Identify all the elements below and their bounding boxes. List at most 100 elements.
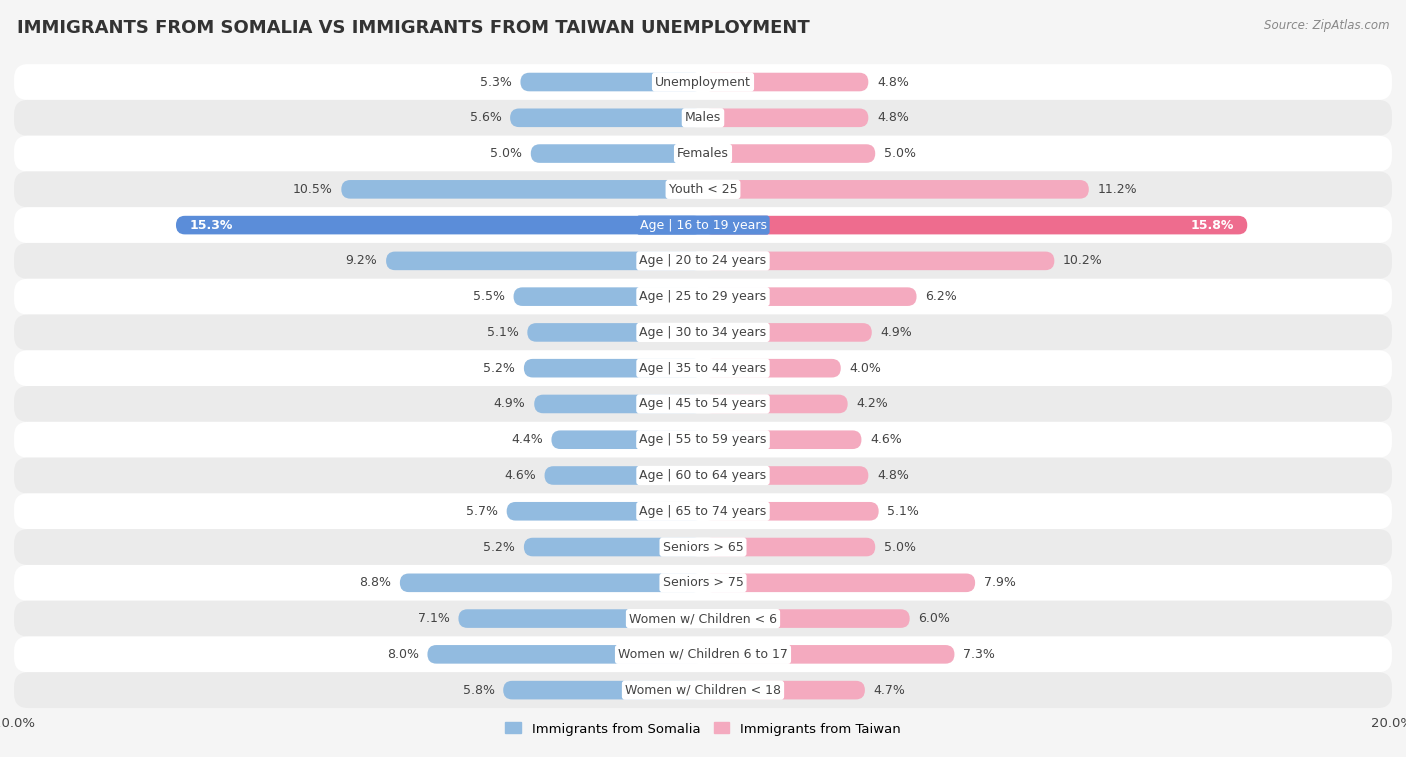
Text: Women w/ Children 6 to 17: Women w/ Children 6 to 17 — [619, 648, 787, 661]
FancyBboxPatch shape — [14, 171, 1392, 207]
Text: 5.3%: 5.3% — [479, 76, 512, 89]
Text: Age | 55 to 59 years: Age | 55 to 59 years — [640, 433, 766, 446]
Text: Age | 25 to 29 years: Age | 25 to 29 years — [640, 290, 766, 303]
FancyBboxPatch shape — [399, 574, 703, 592]
FancyBboxPatch shape — [703, 323, 872, 341]
FancyBboxPatch shape — [531, 145, 703, 163]
Text: Age | 65 to 74 years: Age | 65 to 74 years — [640, 505, 766, 518]
Text: 5.2%: 5.2% — [484, 540, 515, 553]
FancyBboxPatch shape — [524, 537, 703, 556]
FancyBboxPatch shape — [703, 502, 879, 521]
FancyBboxPatch shape — [14, 601, 1392, 637]
Text: 15.3%: 15.3% — [190, 219, 233, 232]
FancyBboxPatch shape — [14, 279, 1392, 314]
Text: Seniors > 65: Seniors > 65 — [662, 540, 744, 553]
FancyBboxPatch shape — [458, 609, 703, 628]
Text: 5.0%: 5.0% — [491, 147, 522, 160]
Text: 5.5%: 5.5% — [472, 290, 505, 303]
FancyBboxPatch shape — [14, 64, 1392, 100]
FancyBboxPatch shape — [14, 136, 1392, 171]
Text: 10.5%: 10.5% — [292, 183, 333, 196]
Text: 7.1%: 7.1% — [418, 612, 450, 625]
Text: 4.0%: 4.0% — [849, 362, 882, 375]
FancyBboxPatch shape — [551, 431, 703, 449]
Text: Females: Females — [678, 147, 728, 160]
FancyBboxPatch shape — [14, 207, 1392, 243]
FancyBboxPatch shape — [14, 494, 1392, 529]
Text: Age | 30 to 34 years: Age | 30 to 34 years — [640, 326, 766, 339]
FancyBboxPatch shape — [506, 502, 703, 521]
FancyBboxPatch shape — [703, 574, 976, 592]
FancyBboxPatch shape — [14, 314, 1392, 350]
FancyBboxPatch shape — [703, 681, 865, 699]
FancyBboxPatch shape — [703, 609, 910, 628]
FancyBboxPatch shape — [342, 180, 703, 198]
Text: 6.0%: 6.0% — [918, 612, 950, 625]
FancyBboxPatch shape — [14, 637, 1392, 672]
FancyBboxPatch shape — [520, 73, 703, 92]
Text: 5.1%: 5.1% — [486, 326, 519, 339]
Text: 4.8%: 4.8% — [877, 469, 908, 482]
FancyBboxPatch shape — [14, 243, 1392, 279]
Text: Age | 60 to 64 years: Age | 60 to 64 years — [640, 469, 766, 482]
Legend: Immigrants from Somalia, Immigrants from Taiwan: Immigrants from Somalia, Immigrants from… — [501, 717, 905, 741]
FancyBboxPatch shape — [427, 645, 703, 664]
FancyBboxPatch shape — [703, 359, 841, 378]
Text: 15.8%: 15.8% — [1189, 219, 1233, 232]
Text: 7.9%: 7.9% — [984, 576, 1015, 589]
FancyBboxPatch shape — [176, 216, 703, 235]
Text: Women w/ Children < 6: Women w/ Children < 6 — [628, 612, 778, 625]
Text: 4.8%: 4.8% — [877, 111, 908, 124]
FancyBboxPatch shape — [14, 529, 1392, 565]
FancyBboxPatch shape — [503, 681, 703, 699]
Text: Age | 16 to 19 years: Age | 16 to 19 years — [640, 219, 766, 232]
Text: 11.2%: 11.2% — [1098, 183, 1137, 196]
Text: Women w/ Children < 18: Women w/ Children < 18 — [626, 684, 780, 696]
FancyBboxPatch shape — [703, 645, 955, 664]
Text: 5.1%: 5.1% — [887, 505, 920, 518]
Text: 5.2%: 5.2% — [484, 362, 515, 375]
FancyBboxPatch shape — [703, 537, 875, 556]
FancyBboxPatch shape — [14, 422, 1392, 458]
Text: Age | 45 to 54 years: Age | 45 to 54 years — [640, 397, 766, 410]
Text: Age | 20 to 24 years: Age | 20 to 24 years — [640, 254, 766, 267]
Text: Unemployment: Unemployment — [655, 76, 751, 89]
Text: 4.8%: 4.8% — [877, 76, 908, 89]
FancyBboxPatch shape — [703, 108, 869, 127]
Text: 4.7%: 4.7% — [873, 684, 905, 696]
FancyBboxPatch shape — [14, 100, 1392, 136]
FancyBboxPatch shape — [544, 466, 703, 484]
FancyBboxPatch shape — [534, 394, 703, 413]
Text: IMMIGRANTS FROM SOMALIA VS IMMIGRANTS FROM TAIWAN UNEMPLOYMENT: IMMIGRANTS FROM SOMALIA VS IMMIGRANTS FR… — [17, 19, 810, 37]
FancyBboxPatch shape — [14, 565, 1392, 601]
Text: 8.0%: 8.0% — [387, 648, 419, 661]
Text: 4.6%: 4.6% — [870, 433, 901, 446]
Text: Source: ZipAtlas.com: Source: ZipAtlas.com — [1264, 19, 1389, 32]
FancyBboxPatch shape — [387, 251, 703, 270]
FancyBboxPatch shape — [703, 251, 1054, 270]
Text: 8.8%: 8.8% — [360, 576, 391, 589]
Text: Seniors > 75: Seniors > 75 — [662, 576, 744, 589]
Text: 4.4%: 4.4% — [510, 433, 543, 446]
FancyBboxPatch shape — [14, 672, 1392, 708]
FancyBboxPatch shape — [510, 108, 703, 127]
Text: 5.0%: 5.0% — [884, 540, 915, 553]
Text: 5.0%: 5.0% — [884, 147, 915, 160]
FancyBboxPatch shape — [703, 466, 869, 484]
Text: 4.2%: 4.2% — [856, 397, 889, 410]
Text: 6.2%: 6.2% — [925, 290, 957, 303]
FancyBboxPatch shape — [703, 288, 917, 306]
Text: Males: Males — [685, 111, 721, 124]
FancyBboxPatch shape — [703, 216, 1247, 235]
FancyBboxPatch shape — [14, 458, 1392, 494]
FancyBboxPatch shape — [703, 180, 1088, 198]
Text: 5.7%: 5.7% — [465, 505, 498, 518]
FancyBboxPatch shape — [513, 288, 703, 306]
Text: 4.9%: 4.9% — [494, 397, 526, 410]
FancyBboxPatch shape — [527, 323, 703, 341]
Text: 10.2%: 10.2% — [1063, 254, 1102, 267]
Text: 7.3%: 7.3% — [963, 648, 995, 661]
Text: Age | 35 to 44 years: Age | 35 to 44 years — [640, 362, 766, 375]
FancyBboxPatch shape — [703, 145, 875, 163]
Text: Youth < 25: Youth < 25 — [669, 183, 737, 196]
